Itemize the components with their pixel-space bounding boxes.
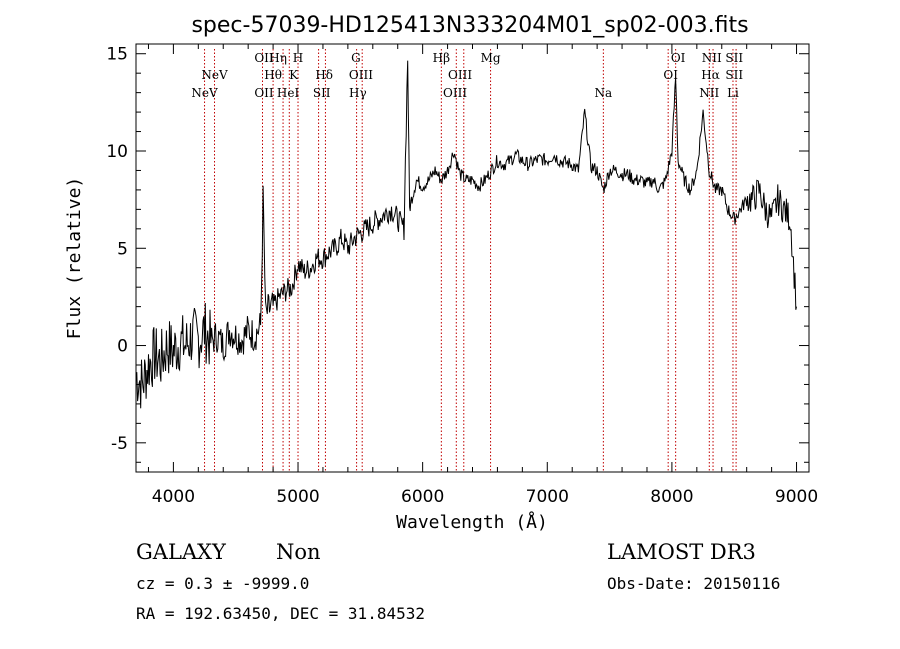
spectral-line-label: OIII — [443, 86, 467, 100]
spectral-line-label: Hβ — [433, 51, 450, 65]
x-tick-label: 8000 — [650, 487, 693, 507]
spectral-line-label: Hγ — [349, 86, 367, 100]
chart-title: spec-57039-HD125413N333204M01_sp02-003.f… — [191, 13, 748, 38]
spectral-line-label: OIII — [349, 68, 373, 82]
x-tick-label: 4000 — [152, 487, 195, 507]
redshift-text: cz = 0.3 ± -9999.0 — [136, 574, 309, 593]
spectral-line-label: NeV — [201, 68, 228, 82]
spectral-line-label: G — [351, 51, 361, 65]
y-axis: -5 0 5 10 15 — [106, 45, 809, 463]
spectral-line-label: Li — [727, 86, 739, 100]
y-tick-label: 5 — [117, 239, 128, 259]
y-axis-label: Flux (relative) — [64, 177, 85, 340]
plot-frame — [135, 43, 810, 473]
y-tick-label: 15 — [106, 45, 128, 65]
spectral-line-label: Hη — [269, 51, 287, 65]
spectral-line-label: SII — [313, 86, 331, 100]
spectral-line-label: Hα — [701, 68, 720, 82]
spectral-line-label: Hθ — [264, 68, 282, 82]
x-axis: 4000 5000 6000 7000 8000 9000 — [147, 44, 818, 507]
y-tick-label: -5 — [111, 434, 128, 454]
spectral-line-label: SII — [725, 68, 743, 82]
spectral-line-label: NII — [699, 86, 719, 100]
spectral-line-label: NII — [702, 51, 722, 65]
x-tick-label: 5000 — [276, 487, 319, 507]
spectral-line-label: OI — [671, 51, 686, 65]
survey-name: LAMOST DR3 — [607, 540, 756, 564]
y-tick-label: 0 — [117, 337, 128, 357]
spectral-line-label: OI — [663, 68, 678, 82]
spectral-line-label: Mg — [481, 51, 501, 65]
x-tick-label: 6000 — [401, 487, 444, 507]
spectral-line-label: OII — [254, 86, 274, 100]
object-subclass: Non — [276, 540, 321, 564]
spectral-line-label: SII — [725, 51, 743, 65]
spectrum-line — [135, 60, 797, 409]
x-axis-label: Wavelength (Å) — [396, 511, 548, 533]
marker-lines — [204, 49, 737, 472]
spectral-line-label: Na — [595, 86, 613, 100]
spectral-line-label: H — [293, 51, 303, 65]
marker-labels: NeV NeV OII OII Hθ Hη HeI KH SII Hδ G OIII Hγ Hβ OIII O… — [191, 51, 743, 100]
spectral-line-label: HeI — [277, 86, 300, 100]
spectral-line-label: OII — [254, 51, 274, 65]
coordinates: RA = 192.63450, DEC = 31.84532 — [136, 604, 425, 623]
spectral-line-label: Hδ — [315, 68, 333, 82]
spectral-line-label: OIII — [448, 68, 472, 82]
y-tick-label: 10 — [106, 142, 128, 162]
spectral-line-label: NeV — [191, 86, 218, 100]
x-tick-label: 9000 — [775, 487, 818, 507]
object-class: GALAXY — [136, 540, 227, 564]
obs-date: Obs-Date: 20150116 — [607, 574, 780, 593]
x-tick-label: 7000 — [526, 487, 569, 507]
spectral-line-label: K — [289, 68, 299, 82]
